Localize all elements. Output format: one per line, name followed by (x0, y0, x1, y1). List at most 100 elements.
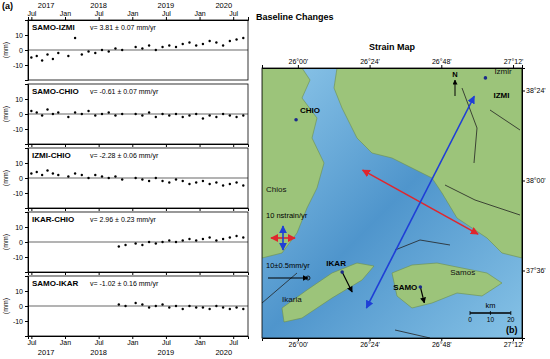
data-point (81, 174, 83, 176)
data-point (229, 40, 231, 42)
data-point (155, 242, 157, 244)
tick: Jul (27, 336, 36, 346)
tick (200, 272, 201, 275)
data-point (222, 184, 224, 186)
tick-mark (200, 208, 201, 211)
tick-mark (25, 129, 28, 130)
tick (65, 144, 66, 147)
station (419, 285, 423, 289)
data-point (121, 178, 123, 180)
tick-label: Jul (27, 10, 36, 17)
tick-mark (132, 144, 133, 147)
tick-label: Jan (60, 10, 71, 17)
axis-line (25, 149, 29, 209)
data-point (208, 114, 210, 116)
data-point (242, 236, 244, 238)
data-point (57, 111, 59, 113)
tick-label: Jan (194, 339, 205, 346)
data-point (52, 113, 54, 115)
tick (166, 272, 167, 275)
panel-frame (28, 20, 248, 80)
data-point (155, 177, 157, 179)
data-point (175, 241, 177, 243)
tick-label: 10 (15, 96, 23, 103)
y-axis-title: (mm) (2, 298, 10, 314)
data-point (141, 244, 143, 246)
tick: 0 (19, 111, 28, 118)
strain-axis (366, 96, 474, 308)
panel-frame (28, 84, 248, 144)
data-point (74, 111, 76, 113)
tick-mark (233, 144, 234, 147)
tick-mark (31, 208, 32, 211)
data-point (74, 37, 76, 39)
data-point (30, 56, 32, 58)
tick-mark (298, 65, 299, 68)
tick: -10 (13, 318, 28, 325)
tick-label: 26°00' (289, 58, 309, 65)
data-point (242, 37, 244, 39)
tick-mark (132, 17, 133, 20)
tick-mark (25, 163, 28, 164)
tick: -10 (13, 190, 28, 197)
axis-line (263, 65, 523, 69)
y-axis: -10010 (13, 21, 29, 81)
data-point (235, 181, 237, 183)
tick-mark (31, 17, 32, 20)
scale-tick-label: 10 (487, 316, 495, 323)
tick (65, 272, 66, 275)
panel-title: IZMI-CHIO (32, 151, 71, 160)
x-axis (29, 144, 249, 147)
data-point (168, 306, 170, 308)
axis-line (29, 273, 249, 276)
place-label: Chios (266, 185, 286, 194)
axis-line (29, 209, 249, 212)
data-point (118, 245, 120, 247)
tick (233, 272, 234, 275)
data-point (134, 177, 136, 179)
data-point (118, 303, 120, 305)
tick-label: Jul (162, 10, 171, 17)
tick: Jan (194, 336, 205, 346)
tick-mark (25, 242, 28, 243)
tick: -10 (13, 254, 28, 261)
data-point (46, 169, 48, 171)
tick-label: 10 (15, 160, 23, 167)
tick-mark (370, 65, 371, 68)
tick-mark (441, 65, 442, 68)
zero-line (28, 306, 248, 307)
data-point (36, 55, 38, 57)
y-axis: -10010 (13, 149, 29, 209)
scale-tick (510, 311, 511, 315)
data-point (195, 113, 197, 115)
tick: 0 (19, 47, 28, 54)
velocity-annotation: v= -1.02 ± 0.16 mm/yr (90, 280, 159, 288)
tick (166, 208, 167, 211)
strain-legend-label: 10 nstrain/yr (266, 211, 308, 220)
tick-mark (25, 178, 28, 179)
figure-title: Baseline Changes (256, 12, 334, 22)
data-point (124, 305, 126, 307)
data-point (182, 239, 184, 241)
tick-mark (200, 272, 201, 275)
y-axis-title: (mm) (2, 170, 10, 186)
tick-mark (522, 271, 525, 272)
data-point (148, 111, 150, 113)
tick-mark (25, 65, 28, 66)
tick: Jan (127, 10, 138, 20)
data-point (229, 236, 231, 238)
data-point (215, 116, 217, 118)
data-point (175, 305, 177, 307)
tick-mark (65, 144, 66, 147)
data-point (52, 58, 54, 60)
data-point (81, 53, 83, 55)
data-point (101, 113, 103, 115)
axis-line (29, 17, 249, 21)
tick: Jul (27, 10, 36, 20)
tick: -10 (13, 62, 28, 69)
tick-mark (132, 272, 133, 275)
data-point (235, 306, 237, 308)
panel-title: SAMO-IZMI (32, 23, 75, 32)
data-point (188, 41, 190, 43)
tick-mark (233, 208, 234, 211)
